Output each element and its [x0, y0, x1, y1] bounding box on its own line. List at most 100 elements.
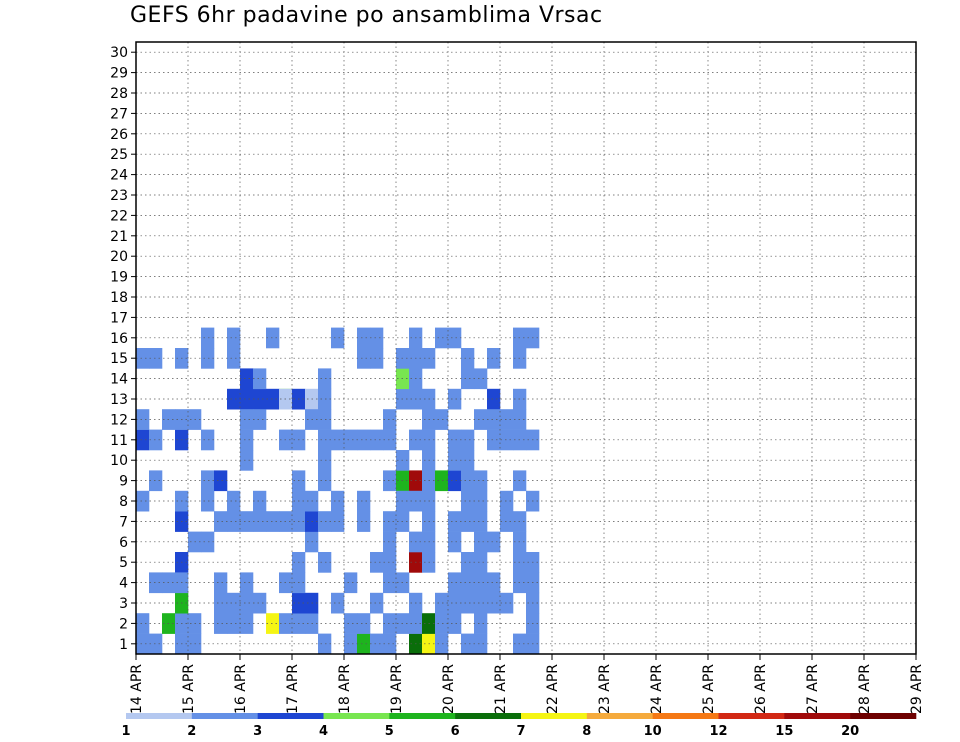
x-tick-label: 17 APR	[285, 664, 301, 714]
legend-swatch	[191, 713, 258, 719]
legend-label: 1	[121, 724, 130, 739]
heatmap-cell	[136, 633, 150, 655]
plot-frame	[135, 41, 917, 655]
legend-swatch	[718, 713, 785, 719]
heatmap-cell	[266, 511, 280, 532]
heatmap-cell	[344, 429, 358, 451]
heatmap-cell	[461, 429, 475, 451]
x-tick-label: 20 APR	[441, 664, 457, 714]
heatmap-cell	[474, 633, 488, 655]
heatmap-cells	[136, 327, 540, 655]
heatmap-cell	[344, 613, 358, 634]
heatmap-cell	[357, 327, 371, 349]
heatmap-cell	[357, 613, 371, 634]
heatmap-cell	[383, 429, 397, 451]
heatmap-cell	[318, 368, 332, 390]
heatmap-cell	[383, 613, 397, 634]
legend-label: 8	[582, 724, 591, 739]
legend-label: 10	[644, 724, 662, 739]
heatmap-cell	[227, 592, 241, 614]
y-tick-label: 16	[110, 331, 128, 347]
heatmap-cell	[448, 613, 462, 634]
heatmap-cell	[318, 450, 332, 471]
heatmap-cell	[435, 327, 449, 349]
y-tick-label: 5	[119, 555, 128, 571]
heatmap-cell	[214, 613, 228, 634]
heatmap-cell	[318, 409, 332, 430]
heatmap-cell	[253, 592, 267, 614]
heatmap-cell	[448, 592, 462, 614]
heatmap-cell	[214, 470, 228, 492]
y-tick-label: 7	[119, 514, 128, 530]
heatmap-cell	[487, 388, 501, 410]
heatmap-cell	[487, 409, 501, 430]
heatmap-cell	[461, 470, 475, 492]
x-axis: 14 APR 15 APR 16 APR 17 APR 18 APR 19 APR 20 A…	[129, 654, 925, 714]
heatmap-cell	[240, 368, 254, 390]
legend-swatch	[455, 713, 522, 719]
y-tick-label: 1	[119, 637, 128, 653]
heatmap-cell	[474, 470, 488, 492]
y-tick-label: 14	[110, 372, 128, 388]
legend-swatch	[586, 713, 653, 719]
heatmap-cell	[357, 633, 371, 655]
y-tick-label: 25	[110, 147, 128, 163]
heatmap-cell	[357, 348, 371, 369]
heatmap-cell	[487, 429, 501, 451]
y-tick-label: 28	[110, 86, 128, 102]
heatmap-cell	[435, 613, 449, 634]
heatmap-cell	[461, 592, 475, 614]
heatmap-cell	[383, 531, 397, 553]
y-tick-label: 22	[110, 208, 128, 224]
heatmap-cell	[370, 348, 384, 369]
heatmap-cell	[201, 531, 215, 553]
y-tick-label: 2	[119, 616, 128, 632]
heatmap-cell	[331, 429, 345, 451]
heatmap-cell	[474, 511, 488, 532]
heatmap-cell	[448, 572, 462, 594]
heatmap-cell	[227, 348, 241, 369]
color-bar-legend: 1 2 3 4 5 6 7 8 10 12 15 20	[121, 713, 917, 739]
heatmap-cell	[474, 613, 488, 634]
y-tick-label: 26	[110, 127, 128, 143]
heatmap-cell	[331, 511, 345, 532]
legend-swatch	[126, 713, 193, 719]
y-tick-label: 8	[119, 494, 128, 510]
grid-lines	[136, 42, 916, 654]
legend-label: 2	[187, 724, 196, 739]
heatmap-cell	[461, 572, 475, 594]
heatmap-cell	[344, 633, 358, 655]
heatmap-cell	[331, 490, 345, 512]
heatmap-cell	[461, 552, 475, 573]
heatmap-cell	[240, 572, 254, 594]
legend-label: 4	[319, 724, 328, 739]
x-tick-label: 27 APR	[805, 664, 821, 714]
x-tick-label: 18 APR	[337, 664, 353, 714]
heatmap-cell	[136, 490, 150, 512]
heatmap-cell	[474, 572, 488, 594]
y-tick-label: 24	[110, 168, 128, 184]
heatmap-cell	[435, 409, 449, 430]
heatmap-cell	[318, 388, 332, 410]
y-tick-label: 27	[110, 106, 128, 122]
x-tick-label: 25 APR	[701, 664, 717, 714]
heatmap-cell	[253, 388, 267, 410]
heatmap-cell	[500, 490, 514, 512]
heatmap-cell	[383, 470, 397, 492]
heatmap-cell	[201, 348, 215, 369]
heatmap-cell	[318, 429, 332, 451]
heatmap-cell	[331, 327, 345, 349]
heatmap-cell	[201, 470, 215, 492]
legend-label: 3	[253, 724, 262, 739]
heatmap-cell	[435, 633, 449, 655]
legend-swatch	[257, 713, 324, 719]
heatmap-cell	[474, 592, 488, 614]
heatmap-cell	[474, 409, 488, 430]
y-tick-label: 11	[110, 433, 128, 449]
heatmap-cell	[474, 368, 488, 390]
heatmap-cell	[435, 592, 449, 614]
heatmap-cell	[461, 348, 475, 369]
y-tick-label: 13	[110, 392, 128, 408]
heatmap-cell	[149, 348, 163, 369]
y-tick-label: 30	[110, 45, 128, 61]
